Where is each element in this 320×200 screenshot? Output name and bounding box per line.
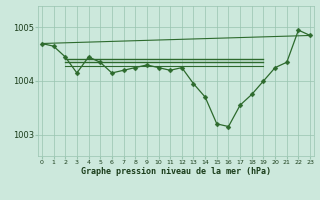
X-axis label: Graphe pression niveau de la mer (hPa): Graphe pression niveau de la mer (hPa) [81,167,271,176]
